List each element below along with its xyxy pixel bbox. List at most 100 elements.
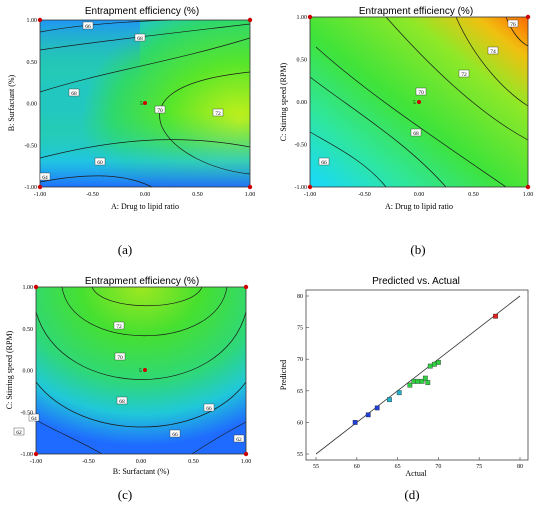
y-tick-label: -0.50: [21, 410, 34, 416]
x-axis-label: A: Drug to lipid ratio: [111, 202, 179, 211]
y-tick-label: 0.00: [27, 102, 38, 108]
design-point-marker: [525, 14, 531, 20]
contour-level-label: 68: [413, 131, 419, 137]
contour-line: [159, 71, 251, 175]
contour-panel-b: Entrapment efficiency (%) 76 74 72 70 68 66 5…: [276, 2, 542, 212]
x-axis-label: B: Surfactant (%): [113, 467, 170, 476]
caption-b: (b): [410, 242, 426, 257]
contour-label-box: [410, 128, 422, 137]
data-point: [415, 378, 421, 384]
design-point-marker: [307, 184, 313, 190]
x-axis-label: Actual: [405, 469, 427, 478]
x-tick-label: 0.50: [188, 459, 199, 465]
y-tick-label: 0.50: [297, 58, 308, 64]
contour-label-box: [114, 352, 126, 361]
contour-level-label: 72: [461, 72, 467, 78]
contour-level-label: 72: [116, 324, 122, 330]
center-point-marker: [143, 101, 147, 105]
y-tick-label: 0.50: [27, 60, 38, 66]
center-point-marker: [417, 100, 421, 104]
y-tick-label: 70: [297, 357, 303, 363]
contour-label-box: [13, 427, 25, 436]
caption-a: (a): [117, 242, 133, 257]
contour-level-label: 66: [85, 24, 91, 30]
x-tick-label: -0.50: [358, 192, 371, 198]
y-tick-label: 1.00: [27, 18, 38, 24]
y-axis-label: Predicted: [279, 360, 288, 390]
contour-level-label: 64: [31, 416, 37, 422]
contour-label-box: [68, 88, 80, 97]
x-tick-label: -0.50: [82, 459, 95, 465]
x-tick-label: 70: [435, 464, 441, 470]
center-point-label: 5: [140, 101, 143, 107]
x-tick-label: 80: [517, 464, 523, 470]
chart-title: Entrapment efficiency (%): [359, 6, 473, 17]
contour-line: [309, 131, 387, 188]
x-tick-label: 60: [354, 464, 360, 470]
contour-label-box: [154, 105, 166, 114]
contour-line: [505, 16, 529, 47]
design-point-marker: [37, 17, 43, 23]
contour-level-label: 70: [418, 90, 424, 96]
contour-label-box: [134, 33, 146, 42]
y-axis-label: C: Stirring speed (RPM): [5, 330, 14, 409]
contour-label-box: [203, 403, 215, 412]
x-tick-label: -0.50: [86, 192, 99, 198]
data-point: [427, 363, 433, 369]
contour-level-label: 60: [97, 160, 103, 166]
chart-title: Entrapment efficiency (%): [85, 6, 199, 17]
chart-title: Entrapment efficiency (%): [85, 276, 199, 287]
y-tick-label: 65: [297, 389, 303, 395]
y-axis-label: B: Surfactant (%): [7, 74, 16, 131]
data-point: [422, 375, 428, 381]
x-tick-label: 1.00: [523, 192, 534, 198]
contour-line: [455, 16, 529, 107]
contour-line: [61, 286, 228, 336]
y-tick-label: 75: [297, 326, 303, 332]
caption-c: (c): [117, 487, 133, 502]
contour-level-label: 64: [42, 175, 48, 181]
plot-area: 72 70 68 66 64 66 62 62 5: [13, 284, 249, 457]
contour-line: [39, 19, 173, 33]
data-point: [407, 382, 413, 388]
design-point-marker: [247, 184, 253, 190]
contour-chart-b: Entrapment efficiency (%) 76 74 72 70 68 66 5…: [279, 6, 534, 211]
design-point-marker: [525, 184, 531, 190]
data-point: [425, 380, 431, 385]
x-tick-label: -1.00: [304, 192, 317, 198]
contour-label-box: [233, 434, 245, 443]
y-tick-label: -0.50: [25, 143, 38, 149]
contour-fill-top: [40, 20, 140, 187]
center-point-marker: [143, 368, 147, 372]
contour-label-box: [113, 321, 125, 330]
contour-panel-c: Entrapment efficiency (%) 72 70 68 66 64 66 62…: [2, 272, 268, 482]
y-tick-label: 0.00: [23, 369, 34, 375]
contour-line: [35, 381, 247, 428]
caption-d: (d): [404, 487, 420, 502]
contour-level-label: 68: [119, 399, 125, 405]
y-axis-label: C: Stirring speed (RPM): [279, 62, 288, 141]
x-tick-label: 75: [476, 464, 482, 470]
contour-label-box: [415, 87, 427, 96]
predicted-vs-actual-chart: Predicted vs. Actual 55 60 65 70 75 80 55 60 65 7…: [279, 276, 529, 478]
contour-line: [35, 419, 103, 455]
contour-level-label: 62: [16, 430, 22, 436]
contour-level-label: 72: [215, 111, 221, 117]
contour-label-box: [116, 396, 128, 405]
x-tick-label: 0.00: [414, 192, 425, 198]
design-point-marker: [33, 451, 39, 457]
data-point: [411, 378, 417, 384]
x-axis-label: A: Drug to lipid ratio: [385, 202, 453, 211]
y-tick-label: 80: [297, 294, 303, 300]
data-point: [365, 412, 371, 418]
design-point-marker: [243, 284, 249, 290]
contour-label-box: [507, 19, 519, 28]
contour-level-label: 76: [510, 22, 516, 28]
center-point-label: 5: [413, 100, 416, 106]
x-tick-label: -1.00: [30, 459, 43, 465]
contour-level-label: 66: [321, 160, 327, 166]
contour-level-label: 70: [157, 108, 163, 114]
plot-area: 76 74 72 70 68 66 5: [307, 14, 531, 190]
contour-label-box: [458, 69, 470, 78]
contour-label-box: [212, 108, 224, 117]
